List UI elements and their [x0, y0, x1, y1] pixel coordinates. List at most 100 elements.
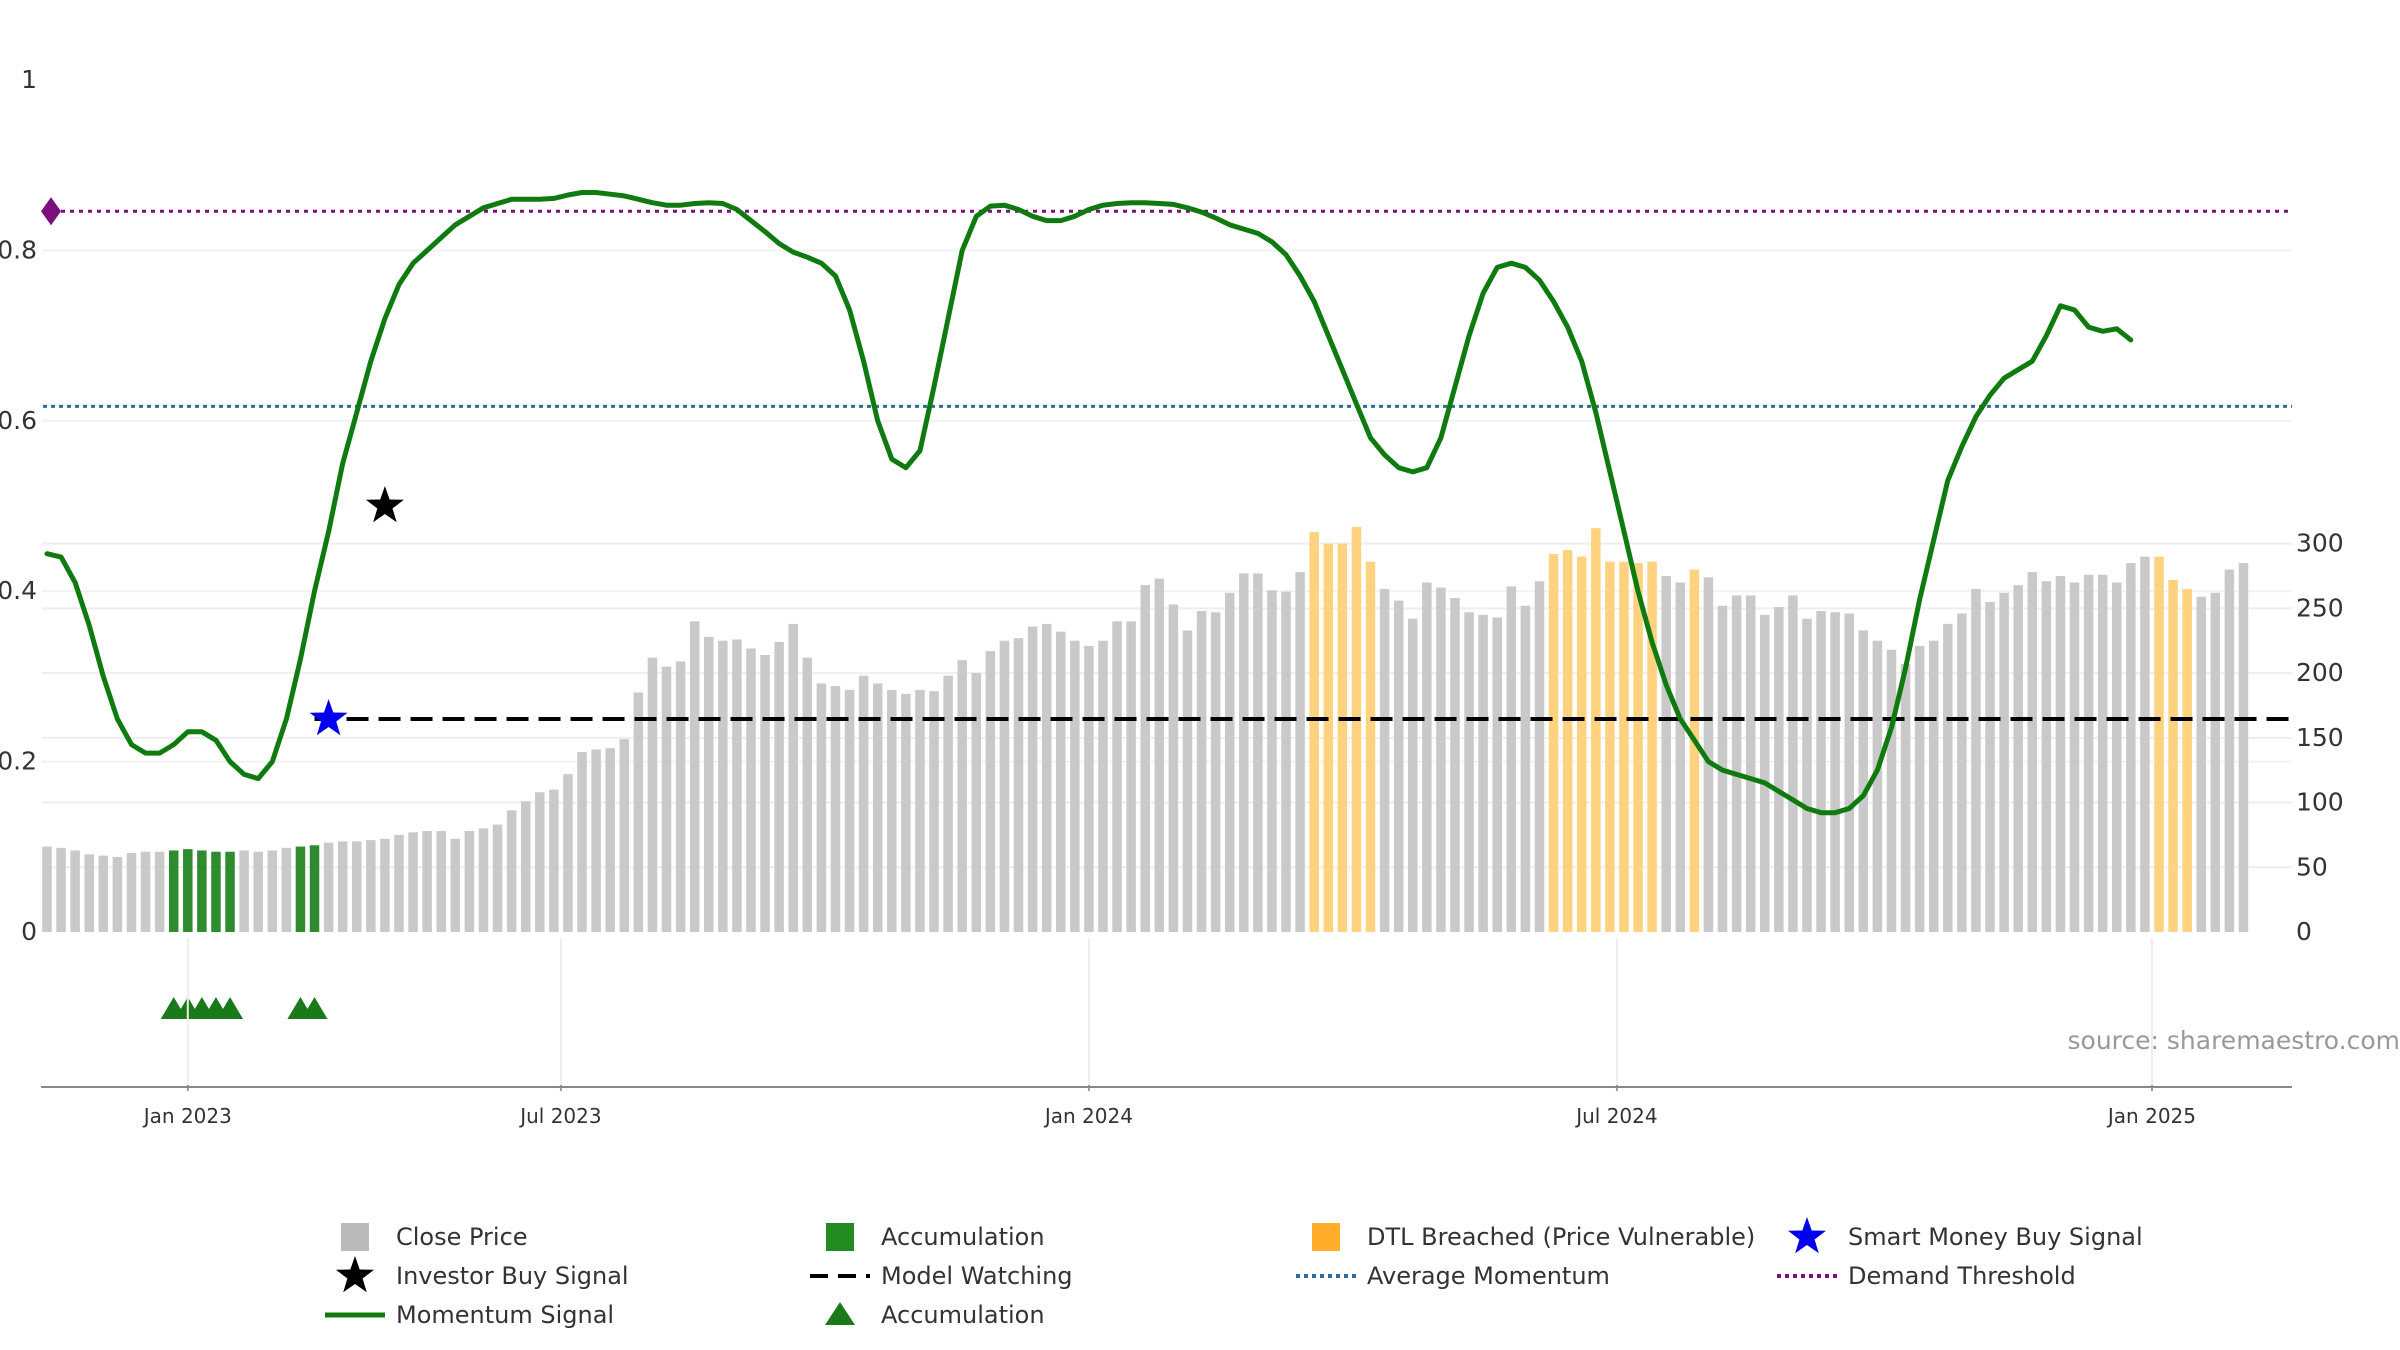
- x-tick-label: Jan 2024: [1043, 1104, 1133, 1128]
- close-price-bar: [1492, 617, 1502, 932]
- close-price-bar: [1788, 595, 1798, 932]
- right-tick-label: 300: [2296, 529, 2344, 558]
- right-tick-label: 100: [2296, 788, 2344, 817]
- close-price-bar: [2083, 574, 2094, 932]
- close-price-bar: [901, 693, 911, 932]
- legend-triangle: [825, 1302, 855, 1325]
- close-price-bar: [2238, 563, 2249, 932]
- close-price-bar: [2224, 569, 2235, 932]
- close-price-bar: [704, 636, 714, 932]
- close-price-bar: [1337, 543, 1348, 932]
- close-price-bar: [352, 841, 362, 932]
- close-price-bar: [858, 675, 869, 932]
- close-price-bar: [2069, 582, 2080, 932]
- close-price-bar: [366, 840, 376, 932]
- close-price-bar: [1464, 612, 1474, 932]
- legend: Close Price Accumulation DTL Breached (Pri…: [325, 1217, 2143, 1329]
- close-price-bar: [154, 851, 165, 932]
- close-price-bar: [464, 831, 475, 932]
- left-tick-label: 1: [21, 65, 37, 94]
- close-price-bar: [2055, 576, 2066, 932]
- close-price-bar: [675, 661, 686, 932]
- close-price-bar: [98, 855, 109, 932]
- close-price-bar: [1774, 607, 1784, 932]
- close-price-bar: [56, 847, 66, 932]
- close-price-bar: [577, 752, 587, 932]
- close-price-bar: [2097, 574, 2108, 932]
- close-price-bar: [1365, 561, 1376, 932]
- left-tick-label: 0.4: [0, 576, 37, 605]
- close-price-bar: [563, 774, 573, 932]
- x-tick-label: Jan 2025: [2106, 1104, 2196, 1128]
- x-tick-label: Jul 2024: [1574, 1104, 1657, 1128]
- close-price-bar: [971, 673, 982, 932]
- close-price-bar: [1689, 569, 1700, 932]
- close-price-bar: [1070, 640, 1080, 932]
- legend-label: Model Watching: [881, 1262, 1073, 1290]
- close-price-bar: [1140, 585, 1150, 932]
- close-price-bar: [394, 834, 404, 932]
- close-price-bar: [1422, 582, 1432, 932]
- legend-label: Average Momentum: [1367, 1262, 1610, 1290]
- close-price-bar: [535, 792, 545, 932]
- legend-label: Accumulation: [881, 1301, 1045, 1329]
- close-price-bar: [1844, 613, 1854, 932]
- close-price-bar: [1591, 528, 1601, 932]
- close-price-bar: [1239, 573, 1249, 932]
- close-price-bar: [689, 621, 700, 932]
- close-price-bar: [1886, 649, 1897, 932]
- close-price-bar: [1436, 587, 1446, 932]
- close-price-bar: [197, 850, 207, 932]
- legend-label: DTL Breached (Price Vulnerable): [1367, 1223, 1755, 1251]
- close-price-bar: [380, 838, 390, 932]
- close-price-bar: [1408, 618, 1418, 932]
- close-price-bar: [1168, 604, 1179, 932]
- close-price-bar: [1281, 591, 1291, 932]
- lower-panel: Jan 2023 Jul 2023 Jan 2024 Jul 2024 Jan 2025…: [41, 938, 2292, 1128]
- close-price-bar: [183, 849, 193, 932]
- close-price-bar: [422, 831, 432, 932]
- close-price-bar: [830, 686, 841, 932]
- close-price-bar: [2027, 572, 2038, 932]
- close-price-bar: [2154, 556, 2164, 932]
- close-price-bar: [225, 851, 235, 932]
- close-price-bar: [1802, 618, 1812, 932]
- close-price-bar: [1985, 601, 1995, 932]
- close-price-bar: [1943, 623, 1953, 932]
- reference-lines: [41, 197, 2292, 721]
- close-price-bar: [506, 810, 517, 932]
- legend-label: Smart Money Buy Signal: [1848, 1223, 2143, 1251]
- close-price-bar: [746, 648, 756, 932]
- close-price-bar: [2140, 556, 2150, 932]
- close-price-bar: [1999, 592, 2009, 932]
- legend-label: Close Price: [396, 1223, 528, 1251]
- close-price-bar: [1210, 612, 1221, 932]
- right-tick-label: 200: [2296, 658, 2344, 687]
- left-tick-label: 0.6: [0, 406, 37, 435]
- close-price-bar: [478, 828, 489, 932]
- close-price-bar: [520, 801, 531, 932]
- legend-star: [336, 1256, 374, 1293]
- accumulation-triangle: [217, 997, 244, 1019]
- smart-money-buy-signal-star: [309, 699, 348, 736]
- close-price-bar: [1520, 605, 1531, 932]
- left-tick-label: 0: [21, 917, 37, 946]
- close-price-bar: [436, 831, 446, 932]
- close-price-bar: [1253, 573, 1263, 932]
- legend-label: Momentum Signal: [396, 1301, 614, 1329]
- legend-label: Accumulation: [881, 1223, 1045, 1251]
- close-price-bar: [2196, 596, 2206, 932]
- close-price-bar: [1957, 613, 1967, 932]
- close-price-bar: [2182, 588, 2192, 932]
- close-price-bar: [1914, 645, 1925, 932]
- close-price-bar: [1858, 630, 1869, 932]
- close-price-bar: [1182, 630, 1193, 932]
- momentum-signal-line: [44, 190, 2134, 816]
- close-price-bar: [1816, 610, 1826, 932]
- close-price-bar: [1224, 592, 1235, 932]
- close-price-bar: [1450, 598, 1460, 932]
- close-price-bar: [887, 689, 897, 932]
- close-price-bar: [1830, 612, 1840, 932]
- close-price-bar: [1478, 614, 1488, 932]
- close-price-bar: [915, 689, 925, 932]
